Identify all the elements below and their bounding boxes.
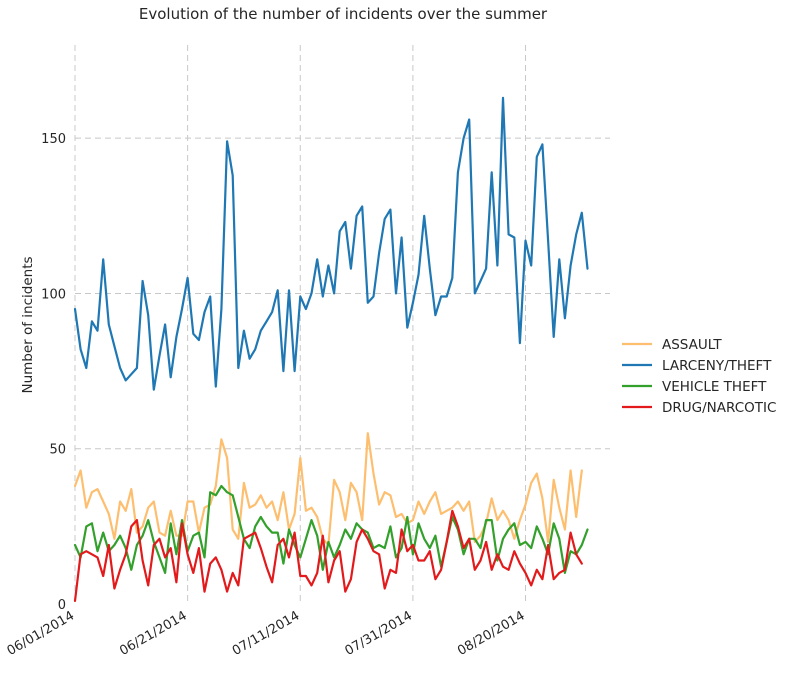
y-tick-label: 150 [41, 132, 66, 147]
y-axis-label: Number of incidents [20, 256, 36, 393]
grid-lines [74, 45, 610, 604]
x-tick-label: 06/21/2014 [117, 608, 189, 658]
legend: ASSAULT LARCENY/THEFT VEHICLE THEFT DRUG/NA… [622, 337, 776, 416]
y-tick-label: 0 [58, 598, 66, 613]
series-line-drug-narcotic [73, 509, 583, 603]
chart-title: Evolution of the number of incidents ove… [139, 5, 548, 23]
legend-label: LARCENY/THEFT [662, 358, 772, 374]
legend-label: VEHICLE THEFT [662, 379, 767, 395]
x-tick-label: 07/31/2014 [342, 608, 414, 658]
legend-label: DRUG/NARCOTIC [662, 400, 776, 416]
x-axis-ticks: 06/01/2014 06/21/2014 07/11/2014 07/31/2014… [5, 608, 528, 658]
x-tick-label: 06/01/2014 [5, 608, 77, 658]
y-axis-ticks: 0 50 100 150 [41, 132, 66, 613]
legend-label: ASSAULT [662, 337, 722, 353]
y-tick-label: 50 [49, 443, 66, 458]
series-line-vehicle-theft [73, 484, 589, 575]
x-tick-label: 07/11/2014 [230, 608, 302, 658]
y-tick-label: 100 [41, 287, 66, 302]
series-line-larceny-theft [73, 96, 589, 391]
x-tick-label: 08/20/2014 [455, 608, 527, 658]
series-lines [73, 96, 589, 603]
